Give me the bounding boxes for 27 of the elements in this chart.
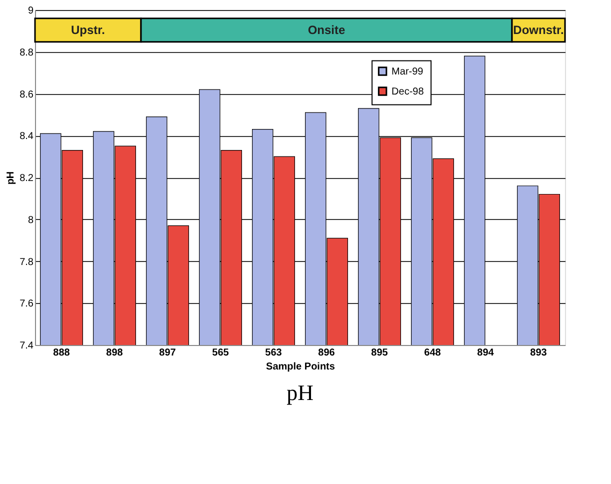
x-tick-label: 897 <box>159 348 176 358</box>
y-tick-label: 7.4 <box>20 340 34 352</box>
text: pH <box>286 380 314 405</box>
y-tick-label: 8.4 <box>20 131 34 142</box>
y-axis-title: pH <box>6 171 17 185</box>
x-tick-label: 898 <box>106 348 124 358</box>
x-tick-label: 565 <box>212 348 230 358</box>
x-tick-label: 893 <box>530 348 548 358</box>
x-tick-label: 895 <box>371 348 388 358</box>
x-tick-label: 888 <box>53 348 70 358</box>
x-tick-label: 563 <box>265 348 282 358</box>
band-label: Downstr. <box>513 23 564 38</box>
band-label: Upstr. <box>70 23 106 38</box>
legend-label: Dec-98 <box>392 86 424 98</box>
y-tick-label: 7.8 <box>20 256 34 268</box>
y-tick-label: 8.6 <box>20 89 34 100</box>
y-tick-label: 9 <box>28 6 34 16</box>
y-tick-label: 8 <box>28 214 34 226</box>
legend-label: Mar-99 <box>392 66 424 78</box>
x-tick-label: 648 <box>424 348 442 358</box>
band-label: Onsite <box>308 23 346 38</box>
y-tick-label: 8.8 <box>20 47 34 58</box>
x-axis-title: Sample Points <box>266 362 336 372</box>
x-tick-label: 896 <box>318 348 336 358</box>
y-tick-label: 7.6 <box>20 298 34 310</box>
y-tick-label: 8.2 <box>20 173 34 184</box>
x-tick-label: 894 <box>477 348 494 358</box>
